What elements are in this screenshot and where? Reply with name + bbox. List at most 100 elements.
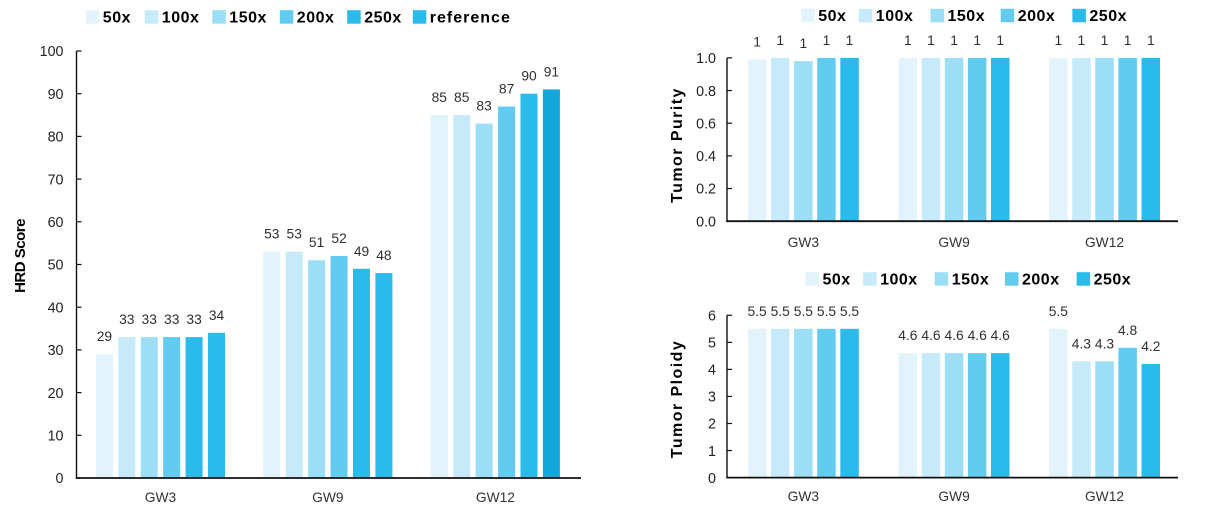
- svg-text:60: 60: [48, 215, 64, 231]
- svg-text:100x: 100x: [876, 8, 914, 25]
- svg-text:5.5: 5.5: [748, 304, 768, 319]
- svg-text:4.6: 4.6: [991, 328, 1011, 343]
- svg-text:50x: 50x: [823, 271, 851, 288]
- svg-text:52: 52: [331, 231, 346, 246]
- svg-text:50x: 50x: [818, 8, 846, 25]
- svg-text:33: 33: [142, 312, 158, 327]
- svg-text:Tumor Purity: Tumor Purity: [669, 87, 686, 203]
- svg-text:1: 1: [800, 36, 808, 51]
- svg-text:2: 2: [708, 417, 716, 433]
- svg-text:1: 1: [996, 33, 1004, 48]
- svg-text:1: 1: [708, 444, 716, 460]
- svg-text:48: 48: [376, 248, 392, 263]
- svg-text:50x: 50x: [103, 9, 131, 26]
- svg-text:100x: 100x: [880, 271, 918, 288]
- svg-text:4.2: 4.2: [1141, 339, 1160, 354]
- svg-text:1: 1: [1101, 33, 1109, 48]
- svg-text:4.3: 4.3: [1095, 336, 1115, 351]
- svg-text:1.0: 1.0: [696, 51, 716, 67]
- svg-text:0.4: 0.4: [696, 149, 716, 165]
- svg-text:GW9: GW9: [312, 490, 344, 505]
- svg-text:reference: reference: [430, 9, 511, 26]
- svg-text:200x: 200x: [1018, 8, 1056, 25]
- svg-text:GW12: GW12: [1085, 235, 1124, 250]
- svg-text:1: 1: [927, 33, 935, 48]
- svg-text:90: 90: [48, 87, 64, 103]
- svg-text:6: 6: [708, 309, 716, 325]
- svg-text:85: 85: [432, 90, 448, 105]
- svg-text:49: 49: [354, 244, 370, 259]
- svg-text:0.6: 0.6: [696, 116, 716, 132]
- svg-text:0.8: 0.8: [696, 84, 716, 100]
- svg-text:250x: 250x: [1094, 271, 1132, 288]
- svg-text:100x: 100x: [162, 9, 200, 26]
- svg-text:1: 1: [776, 33, 784, 48]
- svg-text:250x: 250x: [1089, 8, 1127, 25]
- svg-text:150x: 150x: [952, 271, 990, 288]
- svg-text:200x: 200x: [297, 9, 335, 26]
- svg-text:5.5: 5.5: [817, 304, 837, 319]
- svg-text:0.2: 0.2: [696, 182, 716, 198]
- svg-text:GW12: GW12: [476, 490, 515, 505]
- svg-text:150x: 150x: [229, 9, 267, 26]
- svg-text:GW12: GW12: [1085, 489, 1124, 504]
- svg-text:1: 1: [1124, 33, 1132, 48]
- svg-text:33: 33: [119, 312, 135, 327]
- svg-text:GW9: GW9: [938, 489, 970, 504]
- svg-text:34: 34: [209, 308, 225, 323]
- svg-text:100: 100: [40, 44, 64, 60]
- svg-text:4.6: 4.6: [898, 328, 918, 343]
- svg-text:83: 83: [476, 99, 492, 114]
- svg-text:GW3: GW3: [788, 235, 820, 250]
- svg-text:5.5: 5.5: [840, 304, 860, 319]
- svg-text:40: 40: [48, 300, 64, 316]
- svg-text:4.6: 4.6: [945, 328, 965, 343]
- svg-text:5.5: 5.5: [1049, 304, 1069, 319]
- svg-text:1: 1: [753, 35, 761, 50]
- svg-text:200x: 200x: [1022, 271, 1060, 288]
- svg-text:5: 5: [708, 336, 716, 352]
- svg-text:Tumor Ploidy: Tumor Ploidy: [669, 340, 686, 458]
- svg-text:5.5: 5.5: [794, 304, 814, 319]
- svg-text:30: 30: [48, 343, 64, 359]
- svg-text:GW9: GW9: [938, 235, 970, 250]
- svg-text:4: 4: [708, 363, 716, 379]
- svg-text:5.5: 5.5: [771, 304, 791, 319]
- svg-text:3: 3: [708, 390, 716, 406]
- svg-text:0.0: 0.0: [696, 214, 716, 230]
- svg-text:GW3: GW3: [788, 489, 820, 504]
- svg-text:4.8: 4.8: [1118, 323, 1138, 338]
- svg-text:1: 1: [823, 33, 831, 48]
- svg-text:150x: 150x: [948, 8, 986, 25]
- svg-text:1: 1: [846, 33, 854, 48]
- svg-text:70: 70: [48, 172, 64, 188]
- svg-text:20: 20: [48, 386, 64, 402]
- svg-text:0: 0: [56, 471, 64, 487]
- svg-text:1: 1: [1078, 33, 1086, 48]
- svg-text:80: 80: [48, 130, 64, 146]
- svg-text:1: 1: [973, 33, 981, 48]
- svg-text:29: 29: [97, 329, 113, 344]
- svg-text:1: 1: [1054, 33, 1062, 48]
- svg-text:1: 1: [950, 33, 958, 48]
- svg-text:4.3: 4.3: [1072, 336, 1092, 351]
- svg-text:53: 53: [264, 227, 280, 242]
- svg-text:33: 33: [186, 312, 202, 327]
- svg-text:4.6: 4.6: [921, 328, 941, 343]
- svg-text:GW3: GW3: [145, 490, 177, 505]
- svg-text:10: 10: [48, 429, 64, 445]
- svg-text:85: 85: [454, 90, 470, 105]
- svg-text:51: 51: [309, 235, 324, 250]
- svg-text:91: 91: [544, 64, 559, 79]
- svg-text:4.6: 4.6: [968, 328, 988, 343]
- svg-text:250x: 250x: [364, 9, 402, 26]
- svg-text:1: 1: [1147, 33, 1155, 48]
- svg-text:HRD Score: HRD Score: [12, 219, 29, 293]
- svg-text:1: 1: [904, 33, 912, 48]
- svg-text:90: 90: [521, 69, 537, 84]
- svg-text:87: 87: [499, 82, 514, 97]
- svg-text:0: 0: [708, 471, 716, 487]
- svg-text:50: 50: [48, 258, 64, 274]
- svg-text:33: 33: [164, 312, 180, 327]
- svg-text:53: 53: [287, 227, 303, 242]
